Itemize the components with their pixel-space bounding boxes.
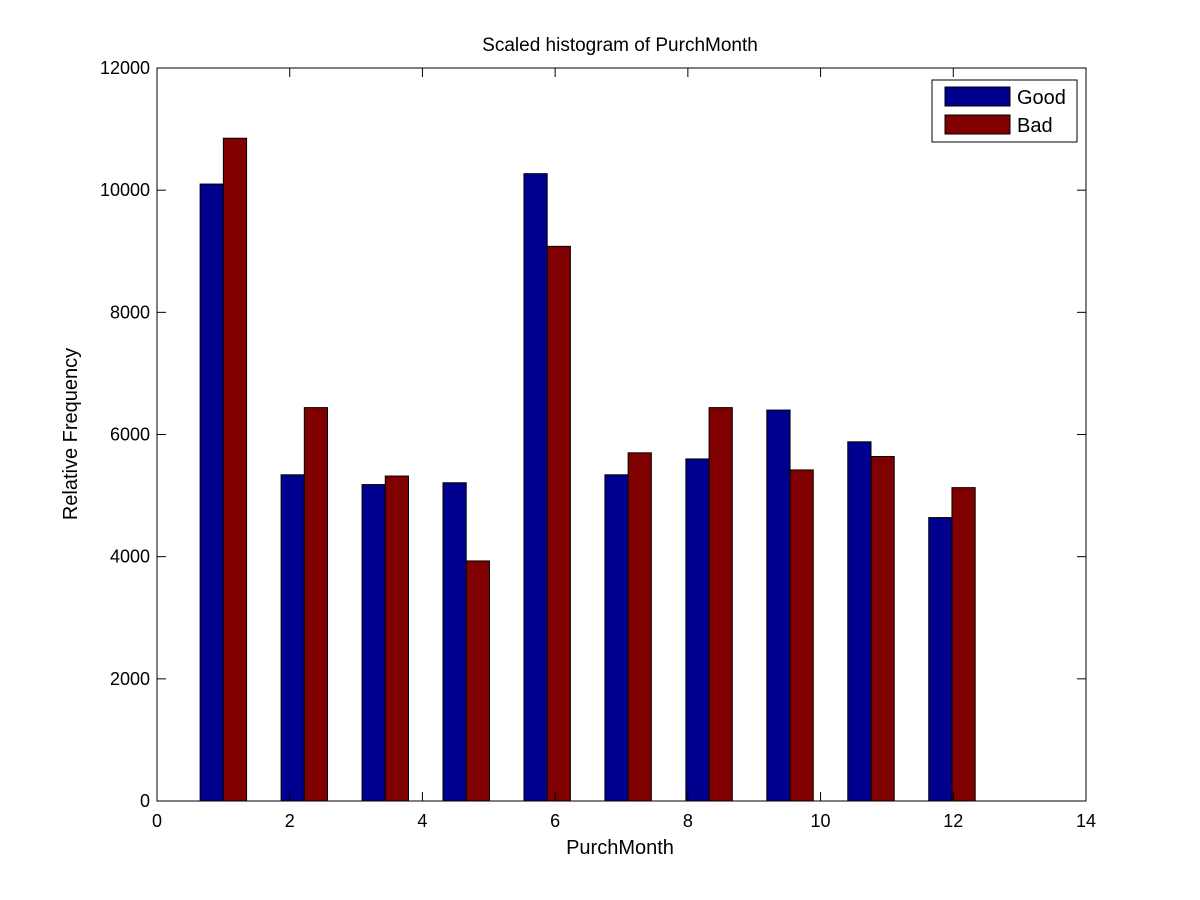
bar-good-1 bbox=[199, 183, 224, 802]
legend-swatch-good bbox=[944, 86, 1011, 107]
bar-bad-7 bbox=[708, 407, 733, 802]
bar-bad-4 bbox=[465, 560, 490, 802]
bar-good-8 bbox=[766, 409, 791, 802]
chart-title: Scaled histogram of PurchMonth bbox=[482, 35, 758, 56]
ticks-group: 0 2 4 6 8 10 12 14 0 2000 4000 6000 8000 10000 12000 bbox=[100, 58, 1096, 831]
bar-good-6 bbox=[604, 474, 629, 802]
legend-swatch-bad bbox=[944, 114, 1011, 135]
bar-bad-1 bbox=[222, 137, 248, 802]
y-tick-label: 4000 bbox=[110, 547, 150, 567]
x-tick-label: 12 bbox=[943, 811, 963, 831]
bar-bad-3 bbox=[384, 475, 409, 802]
y-tick-label: 6000 bbox=[110, 425, 150, 445]
bar-good-2 bbox=[280, 474, 305, 802]
legend-label-good: Good bbox=[1017, 87, 1066, 109]
x-tick-label: 14 bbox=[1076, 811, 1096, 831]
bar-good-9 bbox=[847, 441, 872, 802]
x-tick-label: 0 bbox=[152, 811, 162, 831]
y-tick-label: 8000 bbox=[110, 302, 150, 322]
x-tick-label: 2 bbox=[285, 811, 295, 831]
bar-good-10 bbox=[928, 517, 953, 802]
x-tick-label: 6 bbox=[550, 811, 560, 831]
bar-bad-9 bbox=[870, 455, 895, 802]
y-tick-label: 2000 bbox=[110, 669, 150, 689]
bar-bad-8 bbox=[789, 469, 814, 802]
bar-bad-2 bbox=[303, 407, 329, 802]
x-tick-label: 4 bbox=[417, 811, 427, 831]
y-axis-label: Relative Frequency bbox=[60, 348, 82, 520]
x-tick-label: 8 bbox=[683, 811, 693, 831]
x-tick-label: 10 bbox=[811, 811, 831, 831]
bar-good-3 bbox=[361, 484, 386, 802]
x-axis-label: PurchMonth bbox=[566, 837, 674, 859]
y-tick-label: 12000 bbox=[100, 58, 150, 78]
y-tick-label: 10000 bbox=[100, 180, 150, 200]
bar-good-5 bbox=[523, 173, 548, 802]
legend: Good Bad bbox=[931, 79, 1078, 143]
bar-bad-6 bbox=[627, 452, 652, 802]
bar-good-7 bbox=[685, 458, 710, 802]
legend-label-bad: Bad bbox=[1017, 115, 1053, 137]
bar-bad-10 bbox=[951, 487, 976, 802]
bar-good-4 bbox=[442, 482, 467, 802]
y-tick-label: 0 bbox=[140, 791, 150, 811]
bars-group bbox=[199, 137, 976, 802]
bar-bad-5 bbox=[546, 245, 571, 802]
